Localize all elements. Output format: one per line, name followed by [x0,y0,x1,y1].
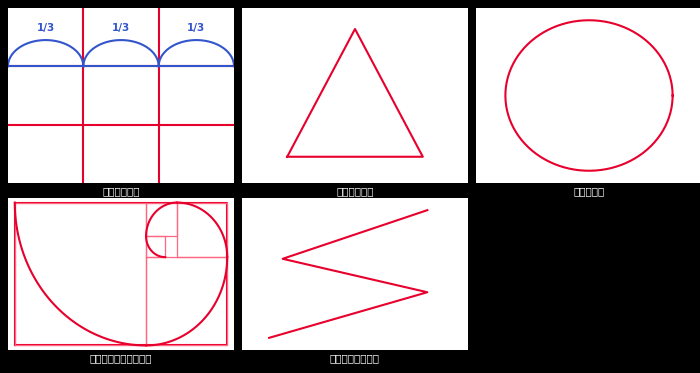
Text: 1/3: 1/3 [187,23,206,33]
Text: 【円構図】: 【円構図】 [573,186,605,196]
Text: 【フィボナッチ構図】: 【フィボナッチ構図】 [90,353,153,363]
Text: 【ジグザグ構図】: 【ジグザグ構図】 [330,353,380,363]
Text: 1/3: 1/3 [112,23,130,33]
Text: 【三角構図】: 【三角構図】 [336,186,374,196]
Text: 【三分割法】: 【三分割法】 [102,186,140,196]
Text: 1/3: 1/3 [36,23,55,33]
